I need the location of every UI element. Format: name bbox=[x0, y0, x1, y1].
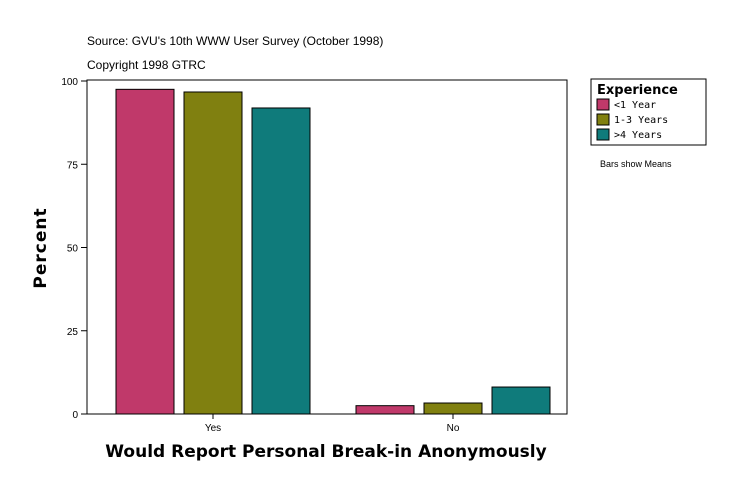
legend-swatch bbox=[596, 98, 610, 111]
x-tick-label: No bbox=[447, 423, 460, 434]
legend-items: <1 Year 1-3 Years >4 Years bbox=[596, 98, 668, 141]
bars bbox=[115, 88, 551, 415]
x-axis-label: Would Report Personal Break-in Anonymous… bbox=[105, 442, 546, 462]
bar bbox=[355, 405, 415, 415]
bar bbox=[423, 402, 483, 415]
legend-title: Experience bbox=[597, 83, 678, 98]
y-tick-label: 25 bbox=[67, 327, 79, 338]
legend-label: 1-3 Years bbox=[614, 115, 668, 126]
copyright-text: Copyright 1998 GTRC bbox=[87, 58, 206, 72]
y-axis-label: Percent bbox=[31, 207, 51, 288]
source-text: Source: GVU's 10th WWW User Survey (Octo… bbox=[87, 34, 383, 48]
legend-box bbox=[590, 78, 707, 146]
y-tick-label: 0 bbox=[72, 410, 78, 421]
legend-label: <1 Year bbox=[614, 100, 656, 111]
y-tick-label: 50 bbox=[67, 244, 79, 255]
legend-swatch bbox=[596, 128, 610, 141]
x-tick-label: Yes bbox=[205, 423, 221, 434]
y-tick-label: 100 bbox=[61, 77, 78, 88]
x-axis: Yes No bbox=[205, 414, 460, 434]
legend-swatch bbox=[596, 113, 610, 126]
bar bbox=[251, 107, 311, 415]
note-text: Bars show Means bbox=[600, 159, 672, 169]
bar bbox=[491, 386, 551, 415]
legend: Experience <1 Year 1-3 Years >4 Years bbox=[590, 78, 707, 146]
legend-label: >4 Years bbox=[614, 130, 662, 141]
bar bbox=[115, 88, 175, 415]
y-axis: 0 25 50 75 100 bbox=[61, 77, 87, 421]
y-tick-label: 75 bbox=[67, 160, 79, 171]
bar bbox=[183, 91, 243, 415]
